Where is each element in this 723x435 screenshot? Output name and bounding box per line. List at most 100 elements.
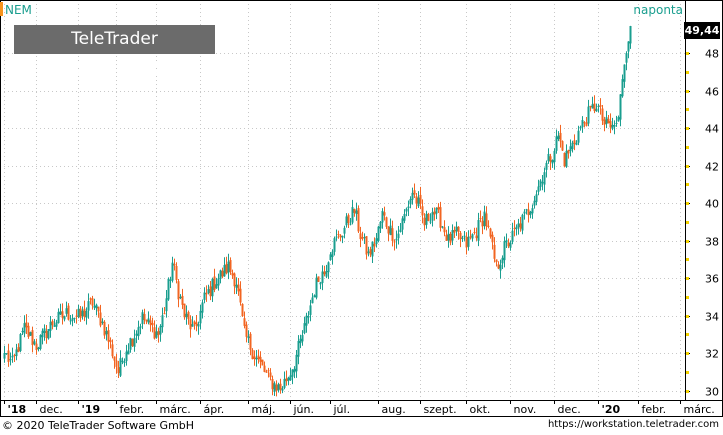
x-tick-label: '20 (602, 403, 621, 416)
candle (473, 227, 476, 235)
candle-body (611, 124, 614, 129)
candle (453, 226, 456, 239)
candle-body (185, 313, 188, 318)
candle (509, 240, 512, 251)
candle-body (493, 244, 496, 259)
candle-body (311, 297, 314, 304)
candle (253, 350, 256, 366)
candle-body (317, 276, 320, 282)
candle (553, 148, 556, 170)
candle (57, 308, 60, 324)
candle-body (415, 196, 418, 204)
candle-body (37, 347, 40, 350)
candle (431, 207, 434, 227)
candle-body (451, 230, 454, 241)
candle (237, 277, 240, 296)
candle (611, 117, 614, 131)
candle (613, 120, 616, 135)
candle-body (323, 271, 326, 275)
candle-body (345, 216, 348, 226)
candle (517, 218, 520, 235)
candle-body (285, 378, 288, 382)
candle (25, 314, 28, 335)
candle (523, 209, 526, 220)
candle-body (545, 162, 548, 170)
candle-body (559, 132, 562, 142)
candle-body (361, 237, 364, 239)
candle-body (329, 254, 332, 261)
candle (537, 179, 540, 196)
candle (543, 167, 546, 193)
y-minor-marker (686, 371, 689, 374)
candle (213, 268, 216, 293)
candle-body (367, 251, 370, 253)
candle-body (217, 278, 220, 286)
candle-body (601, 108, 604, 121)
candle-body (219, 270, 222, 279)
candle-body (371, 241, 374, 257)
candle-body (93, 305, 96, 308)
candle-body (459, 232, 462, 240)
candle (323, 265, 326, 277)
candle (447, 226, 450, 248)
candle (491, 231, 494, 250)
candle-body (419, 194, 422, 204)
candle (293, 366, 296, 379)
candle-body (357, 208, 360, 232)
candle-body (497, 264, 500, 269)
candle-body (503, 241, 506, 261)
candle (545, 160, 548, 178)
candle (387, 226, 390, 241)
candle (467, 230, 470, 251)
candle (581, 116, 584, 133)
candle (87, 293, 90, 319)
candle-body (223, 265, 226, 277)
candle (157, 327, 160, 343)
candle-body (23, 323, 26, 334)
candle-body (449, 233, 452, 243)
candle-body (101, 321, 104, 323)
candle (603, 116, 606, 132)
candle-body (147, 318, 150, 323)
website-link[interactable]: https://workstation.teletrader.com (547, 419, 719, 430)
candle (77, 304, 80, 319)
x-tick-label: dec. (40, 403, 63, 416)
candle (141, 309, 144, 330)
x-tick-label: aug. (382, 403, 406, 416)
candle (163, 306, 166, 315)
y-minor-marker (686, 146, 689, 149)
candle-body (263, 365, 266, 372)
candle-body (233, 273, 236, 287)
candle-body (109, 340, 112, 343)
candle (353, 208, 356, 217)
candle-body (341, 235, 344, 238)
candle-body (393, 241, 396, 243)
candle (321, 265, 324, 291)
candle-body (29, 332, 32, 336)
symbol-label[interactable]: NEM (5, 3, 32, 17)
candle (169, 276, 172, 289)
candle-body (75, 315, 78, 317)
candle (549, 153, 552, 171)
candle (325, 264, 328, 279)
candle (71, 314, 74, 327)
candle-body (379, 221, 382, 229)
candle-body (359, 233, 362, 240)
candle (257, 349, 260, 364)
candle (619, 94, 622, 127)
candle (561, 140, 564, 152)
candle-body (335, 236, 338, 238)
candle-body (7, 350, 10, 362)
candle (377, 225, 380, 243)
candle (271, 375, 274, 396)
candle (29, 331, 32, 336)
y-minor-marker (686, 240, 689, 243)
candle-body (589, 105, 592, 108)
candle-body (427, 213, 430, 221)
candle-body (333, 238, 336, 252)
candle (211, 277, 214, 302)
candle-body (69, 320, 72, 322)
candle (393, 239, 396, 251)
candle-body (43, 328, 46, 334)
period-label[interactable]: naponta (633, 3, 683, 17)
